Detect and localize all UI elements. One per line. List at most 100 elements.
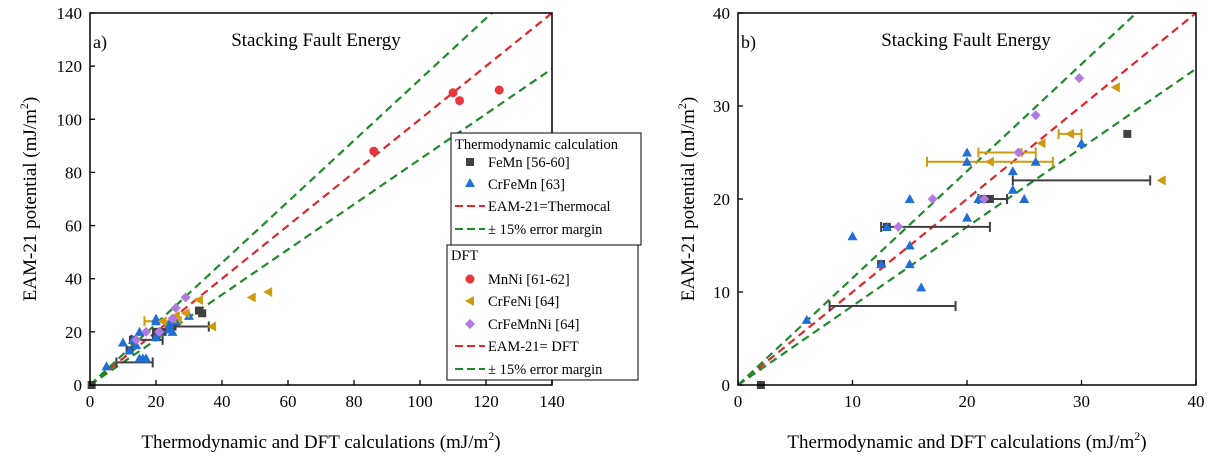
data-point-square (198, 309, 207, 318)
legend-box-thermo (450, 132, 642, 246)
legend-label: CrFeNi [64] (488, 294, 559, 310)
data-point-triangle-left (193, 294, 203, 305)
data-point-triangle-up (962, 147, 972, 157)
data-point-triangle-up (876, 259, 887, 269)
x-tick-label: 100 (407, 392, 433, 411)
legend-entry-crfemn: CrFeMn [63] (465, 177, 565, 193)
legend-entry-mnni: MnNi [61-62] (465, 272, 570, 288)
data-point-diamond (979, 194, 990, 204)
panel-a-tick-labels: 0 20 40 60 80 100 120 140 0 20 40 60 80 100 120 140 (57, 4, 565, 411)
data-point-triangle-left (263, 287, 273, 297)
panel-b-points (756, 73, 1166, 389)
x-tick-label: 80 (346, 392, 363, 411)
data-point-triangle-up (167, 326, 178, 336)
data-point-circle (494, 85, 504, 95)
data-point-diamond (131, 334, 142, 345)
x-tick-label: 10 (844, 392, 861, 411)
panel-a-label: a) (93, 32, 107, 53)
legend-marker-circle (465, 274, 475, 284)
data-point-square (985, 195, 994, 203)
x-tick-label: 40 (1188, 392, 1205, 411)
data-point-triangle-up (124, 345, 135, 355)
data-point-diamond (927, 194, 938, 204)
data-point-diamond (1030, 110, 1041, 121)
y-tick-label: 20 (65, 323, 82, 342)
legend-label: FeMn [56-60] (488, 155, 570, 171)
legend-heading-thermo: Thermodynamic calculation (455, 137, 619, 153)
data-point-diamond (1013, 147, 1024, 158)
legend-entry-crfemnni: CrFeMnNi [64] (465, 317, 579, 333)
legend-label: EAM-21= DFT (488, 339, 579, 355)
data-point-circle (369, 146, 379, 156)
legend-label: ± 15% error margin (488, 222, 603, 238)
data-point-triangle-left (1065, 128, 1075, 139)
data-point-triangle-left (984, 156, 994, 167)
legend-label: CrFeMn [63] (488, 177, 565, 193)
data-point-triangle-up (1007, 166, 1018, 176)
legend-label: EAM-21=Thermocal (488, 199, 611, 215)
error-bar (977, 147, 1037, 158)
data-point-triangle-up (881, 221, 892, 231)
data-point-triangle-up (141, 353, 152, 363)
panel-a-y-axis-label: EAM-21 potential (mJ/m2) (17, 97, 41, 301)
y-tick-label: 100 (57, 110, 83, 129)
data-point-triangle-up (164, 318, 175, 328)
data-point-triangle-left (1036, 138, 1046, 149)
data-point-diamond (893, 221, 904, 232)
panel-b-title: Stacking Fault Energy (881, 30, 1051, 51)
x-tick-label: 120 (473, 392, 499, 411)
y-tick-label: 60 (65, 217, 82, 236)
panel-a-title: Stacking Fault Energy (231, 30, 401, 51)
data-point-diamond (167, 313, 178, 324)
data-point-triangle-left (246, 292, 256, 303)
y-tick-label: 0 (722, 376, 731, 395)
y-tick-label: 30 (713, 97, 730, 116)
data-point-triangle-up (134, 326, 145, 336)
legend-marker-triangle-up (465, 178, 475, 187)
error-bar (1011, 175, 1152, 186)
panel-a-ticks (89, 12, 553, 386)
data-point-triangle-up (904, 194, 915, 203)
legend-heading-dft: DFT (451, 248, 479, 264)
data-point-circle (448, 88, 458, 98)
data-point-circle (455, 96, 465, 106)
data-point-diamond (154, 326, 165, 337)
legend-label: MnNi [61-62] (488, 272, 570, 288)
y-tick-label: 120 (57, 57, 83, 76)
y-tick-label: 10 (713, 283, 730, 302)
legend-marker-square (466, 158, 474, 166)
legend-marker-triangle-left (465, 296, 474, 306)
data-point-triangle-left (207, 321, 217, 332)
legend-marker-diamond (465, 319, 475, 329)
legend-entry-error-margin-dft: ± 15% error margin (455, 362, 603, 378)
data-point-diamond (180, 292, 191, 303)
x-tick-label: 30 (1073, 392, 1090, 411)
legend-entry-eam-thermocal: EAM-21=Thermocal (455, 199, 611, 215)
panel-b-tick-labels: 0 10 20 30 40 0 10 20 30 40 (713, 4, 1205, 411)
legend-box-dft (446, 244, 639, 381)
panel-b-error-bars (828, 128, 1152, 311)
legend-label: CrFeMnNi [64] (488, 317, 579, 333)
legend-entry-error-margin-thermo: ± 15% error margin (455, 222, 603, 238)
x-tick-label: 60 (280, 392, 297, 411)
data-point-triangle-up (904, 240, 915, 250)
legend-entry-femn: FeMn [56-60] (466, 155, 570, 171)
data-point-triangle-up (904, 259, 915, 269)
panel-b-label: b) (741, 32, 756, 53)
x-tick-label: 0 (734, 392, 743, 411)
data-point-triangle-up (916, 282, 927, 292)
error-margin-line (89, 12, 493, 386)
data-point-triangle-up (1030, 156, 1041, 166)
y-tick-label: 0 (74, 376, 83, 395)
legend: Thermodynamic calculation FeMn [56-60] C… (446, 132, 642, 381)
y-tick-label: 40 (65, 270, 82, 289)
x-tick-label: 140 (539, 392, 565, 411)
panel-b-y-axis-label: EAM-21 potential (mJ/m2) (675, 97, 699, 301)
panel-b-reference-lines (737, 12, 1197, 386)
legend-entry-crfeni: CrFeNi [64] (465, 294, 559, 310)
chart-panel-b: 0 10 20 30 40 0 10 20 30 40 b) Stacking Fault Ene… (675, 4, 1205, 453)
data-point-triangle-up (118, 337, 128, 347)
panel-a-points (87, 85, 504, 389)
x-tick-label: 20 (959, 392, 976, 411)
